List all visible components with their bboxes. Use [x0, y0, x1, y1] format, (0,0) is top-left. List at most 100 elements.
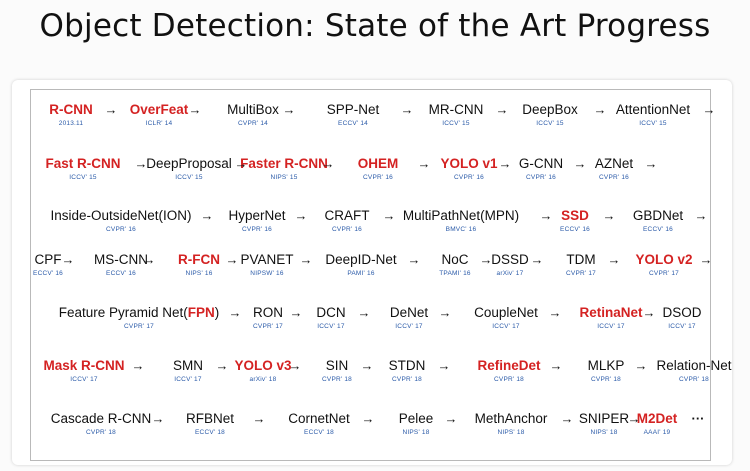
arrow-icon: → — [134, 156, 148, 171]
arrow-icon: → — [382, 208, 396, 223]
method-node: OverFeat ICLR' 14 — [130, 102, 189, 128]
method-name: OverFeat — [129, 102, 189, 117]
method-node: Relation-Net CVPR' 18 — [656, 358, 731, 384]
method-name: SSD — [561, 208, 589, 223]
method-name: RON — [253, 305, 283, 320]
venue-label: CVPR' 16 — [454, 174, 484, 181]
venue-label: CVPR' 17 — [566, 270, 596, 277]
method-name-part: ) — [214, 305, 220, 320]
arrow-icon: → — [225, 252, 239, 267]
venue-label: CVPR' 16 — [242, 226, 272, 233]
venue-label: ICLR' 14 — [145, 120, 173, 127]
venue-label: CVPR' 17 — [253, 323, 283, 330]
method-node: YOLO v2 CVPR' 17 — [635, 252, 692, 278]
method-node: TDM CVPR' 17 — [566, 252, 596, 278]
method-name: CRAFT — [324, 208, 370, 223]
method-node: RefineDet CVPR' 18 — [477, 358, 540, 384]
method-node: MethAnchor NIPS' 18 — [475, 411, 548, 437]
arrow-icon: → — [200, 208, 214, 223]
method-name: OHEM — [357, 156, 399, 171]
venue-label: NIPS' 16 — [185, 270, 213, 277]
method-name: YOLO v1 — [440, 156, 498, 171]
method-node: SNIPER NIPS' 18 — [579, 411, 629, 437]
arrow-icon: → — [479, 252, 493, 267]
venue-label: CVPR' 18 — [591, 376, 621, 383]
arrow-icon: → — [282, 102, 296, 117]
method-name: DeepBox — [522, 102, 578, 117]
venue-label: ECCV' 18 — [195, 429, 225, 436]
method-node: SSD ECCV' 16 — [560, 208, 590, 234]
method-name: PVANET — [240, 252, 294, 267]
arrow-icon: → — [234, 156, 248, 171]
venue-label: CVPR' 17 — [649, 270, 679, 277]
arrow-icon: → — [357, 305, 371, 320]
method-name: G-CNN — [518, 156, 564, 171]
venue-label: ECCV' 18 — [304, 429, 334, 436]
method-name: R-FCN — [178, 252, 220, 267]
arrow-icon: → — [560, 411, 574, 426]
method-node: YOLO v3 arXiv' 18 — [234, 358, 291, 384]
method-node: CoupleNet ICCV' 17 — [474, 305, 538, 331]
method-node: PVANET NIPSW' 16 — [240, 252, 293, 278]
venue-label: ICCV' 15 — [175, 174, 203, 181]
venue-label: ICCV' 15 — [442, 120, 470, 127]
method-node: SPP-Net ECCV' 14 — [327, 102, 380, 128]
venue-label: AAAI' 19 — [643, 429, 671, 436]
venue-label: CVPR' 16 — [106, 226, 136, 233]
method-name: MethAnchor — [474, 411, 548, 426]
method-node: OHEM CVPR' 16 — [358, 156, 399, 182]
method-node: MS-CNN ECCV' 16 — [94, 252, 148, 278]
method-name: CoupleNet — [474, 305, 538, 320]
method-node: NoC TPAMI' 16 — [439, 252, 470, 278]
method-node: SMN ICCV' 17 — [173, 358, 203, 384]
method-name: Mask R-CNN — [43, 358, 125, 373]
venue-label: CVPR' 14 — [238, 120, 268, 127]
arrow-icon: → — [573, 156, 587, 171]
method-name-part: Feature Pyramid Net( — [58, 305, 188, 320]
venue-label: ECCV' 16 — [33, 270, 63, 277]
method-name: TDM — [566, 252, 596, 267]
venue-label: ICCV' 17 — [597, 323, 625, 330]
method-node: CornetNet ECCV' 18 — [288, 411, 350, 437]
arrow-icon: → — [407, 252, 421, 267]
method-name: MultiBox — [227, 102, 279, 117]
arrow-icon: → — [360, 358, 374, 373]
arrow-icon: → — [228, 305, 242, 320]
method-node: DeepProposal ICCV' 15 — [146, 156, 232, 182]
venue-label: PAMI' 16 — [347, 270, 375, 277]
method-name: STDN — [388, 358, 426, 373]
arrow-icon: → — [530, 252, 544, 267]
venue-label: ICCV' 17 — [668, 323, 696, 330]
method-name: YOLO v2 — [635, 252, 693, 267]
method-node: R-CNN 2013.11 — [49, 102, 93, 128]
arrow-icon: → — [699, 252, 713, 267]
method-name: CornetNet — [288, 411, 350, 426]
method-name: MultiPathNet(MPN) — [402, 208, 520, 223]
method-node: DeepBox ICCV' 15 — [522, 102, 578, 128]
method-name: DeepID-Net — [325, 252, 397, 267]
venue-label: ECCV' 16 — [106, 270, 136, 277]
method-name: DSOD — [662, 305, 702, 320]
arrow-icon: → — [548, 305, 562, 320]
arrow-icon: → — [607, 252, 621, 267]
method-name: Feature Pyramid Net(FPN) — [59, 305, 220, 321]
method-node: Pelee NIPS' 18 — [399, 411, 434, 437]
venue-label: ECCV' 16 — [643, 226, 673, 233]
arrow-icon: → — [438, 305, 452, 320]
method-node: AZNet CVPR' 16 — [595, 156, 633, 182]
venue-label: ICCV' 15 — [536, 120, 564, 127]
arrow-icon: → — [321, 156, 335, 171]
method-node: SIN CVPR' 18 — [322, 358, 352, 384]
arrow-icon: → — [602, 208, 616, 223]
method-name: Faster R-CNN — [240, 156, 328, 171]
method-node: MR-CNN ICCV' 15 — [429, 102, 484, 128]
venue-label: CVPR' 16 — [332, 226, 362, 233]
method-name-abbrev: FPN — [187, 305, 215, 320]
method-node: DSSD arXiv' 17 — [491, 252, 529, 278]
venue-label: ICCV' 15 — [69, 174, 97, 181]
method-name: M2Det — [636, 411, 678, 426]
method-name: MLKP — [587, 358, 625, 373]
method-node: G-CNN CVPR' 16 — [519, 156, 563, 182]
method-name: CPF — [34, 252, 62, 267]
method-name: AttentionNet — [615, 102, 691, 117]
